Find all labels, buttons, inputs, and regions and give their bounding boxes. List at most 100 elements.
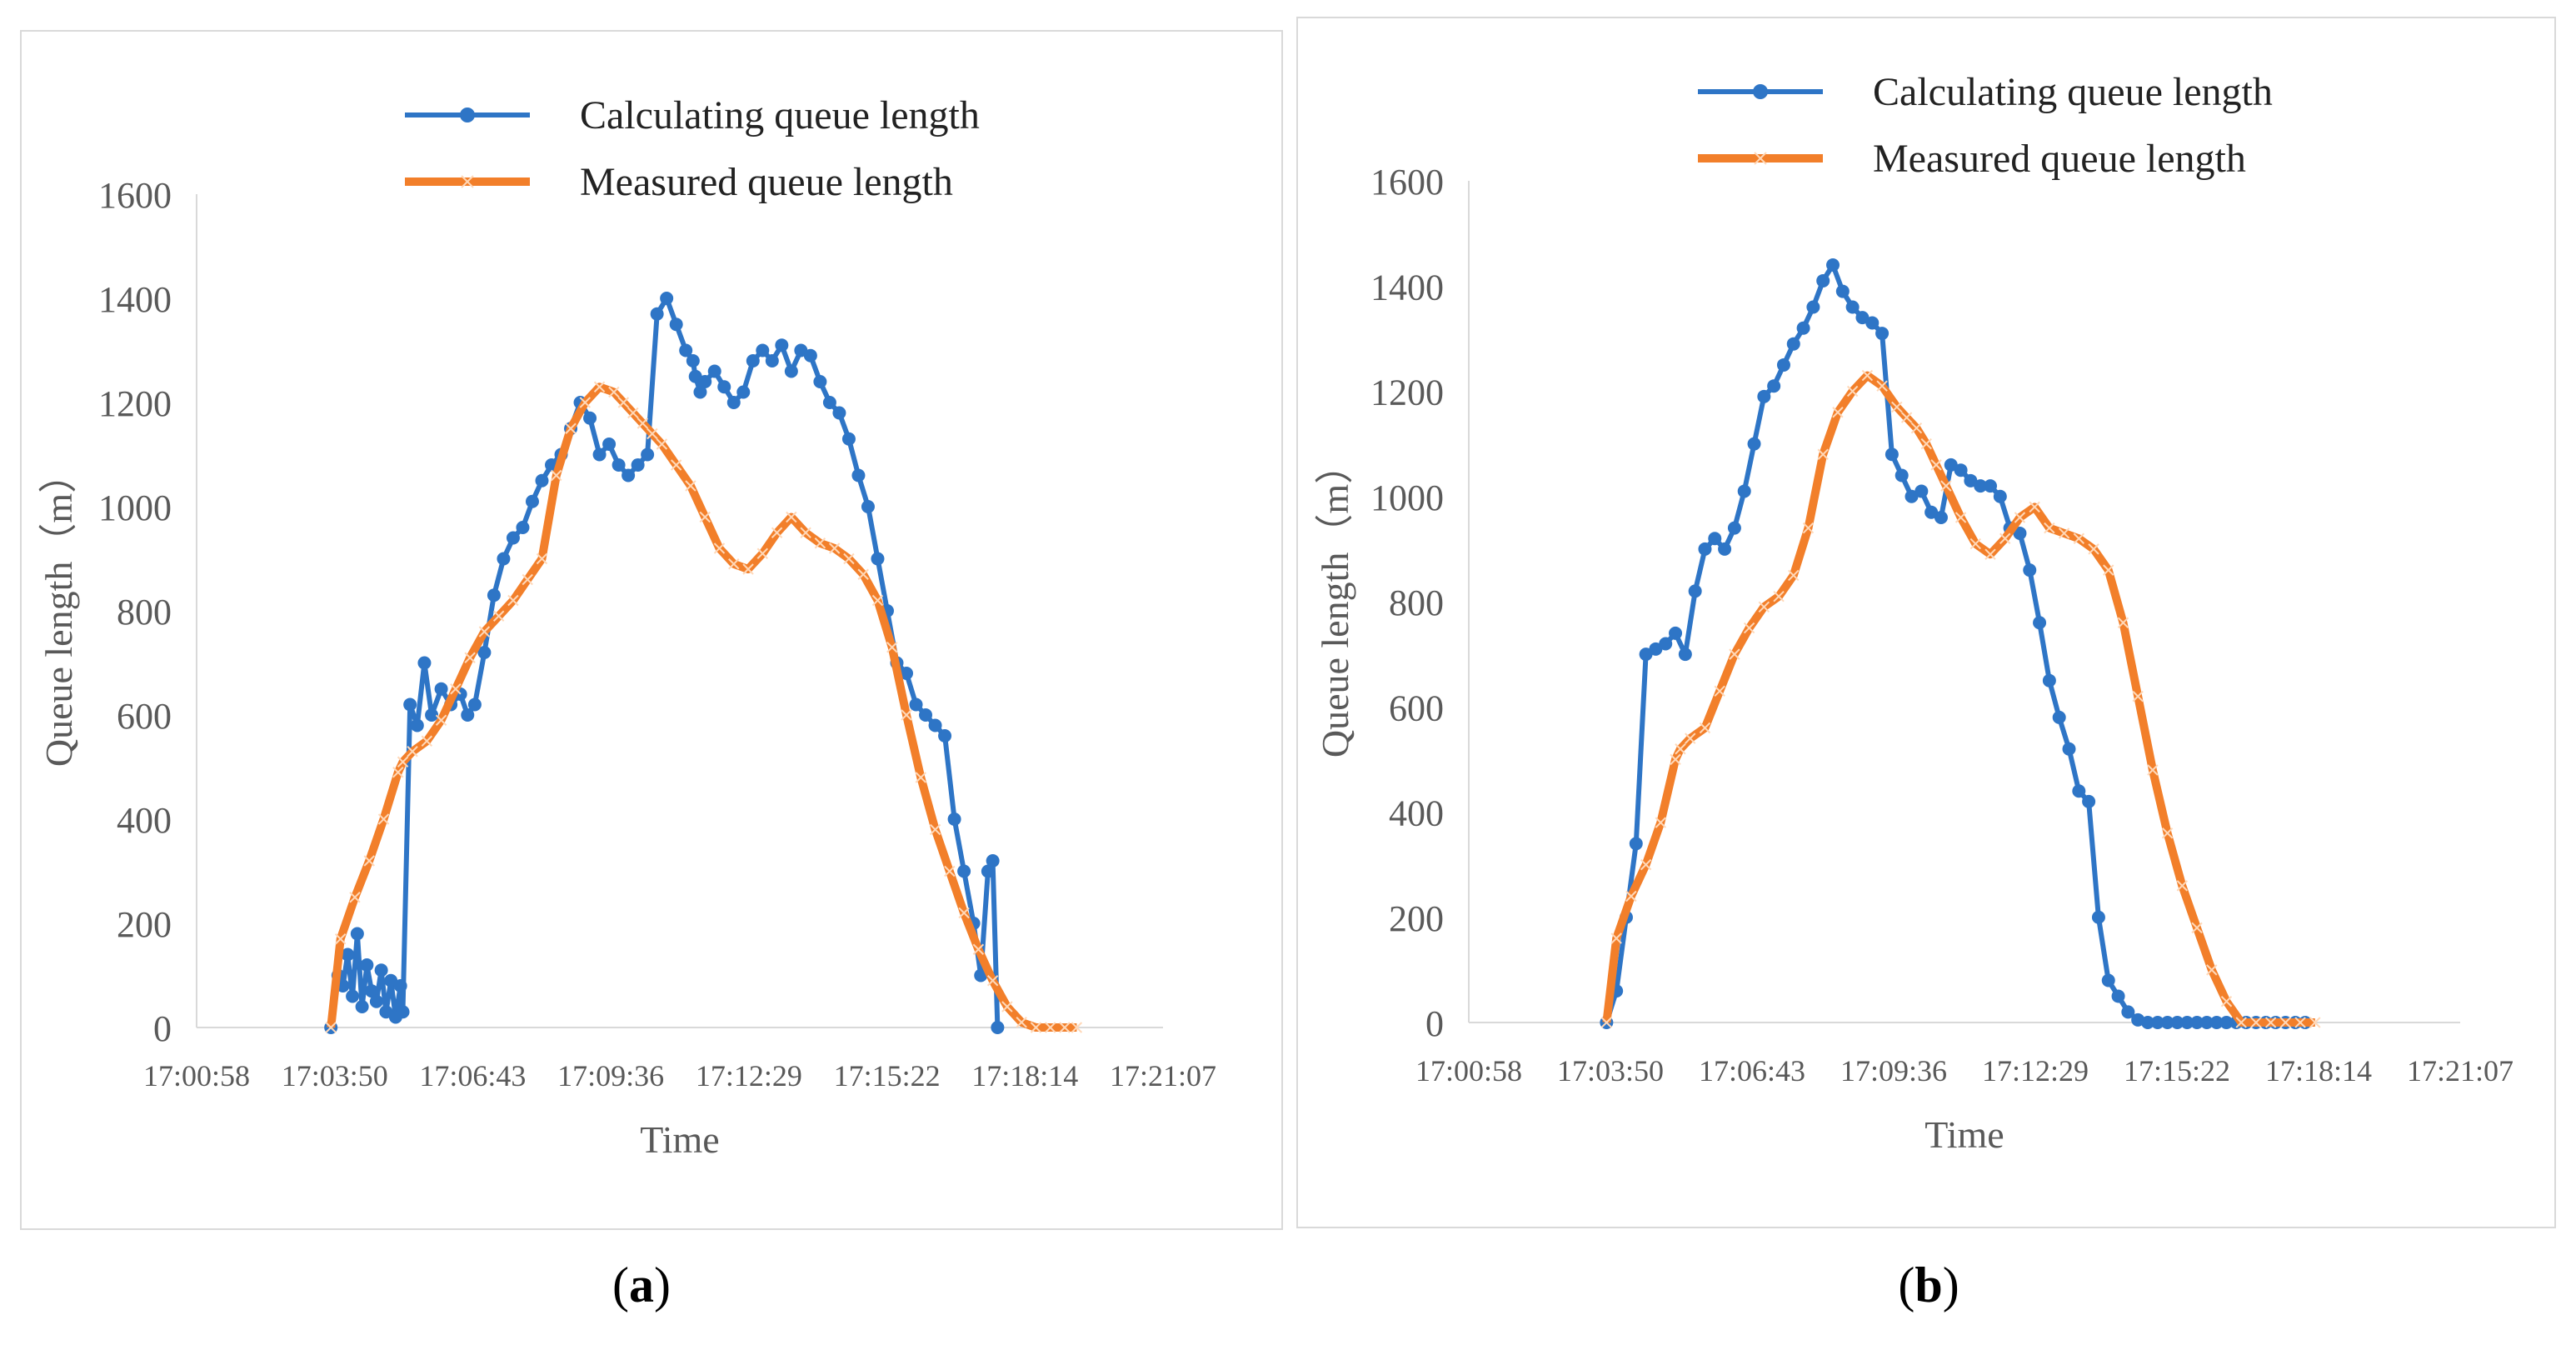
legend-label: Measured queue length: [580, 160, 953, 204]
data-point: [972, 943, 985, 955]
data-point: [350, 927, 364, 941]
y-tick-label: 600: [117, 696, 172, 737]
data-point: [986, 975, 999, 987]
data-point: [1895, 468, 1909, 482]
data-point: [397, 756, 409, 768]
data-point: [492, 610, 505, 622]
data-point: [478, 626, 491, 638]
data-point: [421, 735, 433, 747]
data-point: [1846, 385, 1859, 398]
data-point: [656, 438, 668, 450]
data-point: [1835, 284, 1850, 298]
data-point: [2220, 996, 2233, 1008]
y-tick-label: 800: [117, 592, 172, 632]
data-point: [334, 933, 347, 945]
data-point: [938, 729, 952, 742]
data-point: [464, 652, 476, 663]
data-point: [1796, 321, 1810, 335]
data-point: [392, 767, 404, 778]
data-point: [1071, 1022, 1083, 1033]
data-point: [843, 552, 855, 565]
data-point: [622, 468, 636, 482]
data-point: [1910, 422, 1923, 434]
data-point: [900, 667, 914, 680]
data-point: [685, 480, 696, 492]
x-tick-label: 17:15:22: [2124, 1054, 2230, 1088]
data-point: [1030, 1022, 1042, 1033]
data-point: [2082, 794, 2096, 808]
data-point: [1675, 743, 1686, 755]
data-point: [800, 527, 811, 538]
x-tick-label: 17:18:14: [2265, 1054, 2372, 1088]
series-calculating: [324, 292, 1005, 1034]
legend-label: Measured queue length: [1873, 137, 2246, 181]
data-point: [1969, 538, 1981, 550]
data-point: [1984, 548, 1996, 560]
data-point: [407, 746, 418, 758]
series-line: [1604, 262, 2305, 1025]
data-point: [2058, 528, 2070, 539]
chart-a: 0 200 400 600 800 1000 1200 1400 1600 17:00:58 17:…: [37, 93, 1216, 1161]
data-point: [1727, 521, 1741, 535]
data-point: [461, 708, 475, 722]
y-tick-label: 1000: [1370, 478, 1444, 518]
data-point: [1714, 685, 1725, 698]
data-point: [822, 396, 836, 409]
chart-b: 0 200 400 600 800 1000 1200 1400 1600 17:00:58 17:…: [1314, 70, 2514, 1156]
data-point: [627, 407, 639, 419]
data-point: [670, 459, 682, 471]
data-point: [919, 708, 933, 722]
data-point: [396, 1005, 410, 1019]
data-point: [693, 385, 707, 399]
data-point: [1817, 448, 1829, 460]
data-point: [814, 538, 826, 549]
data-point: [410, 718, 424, 732]
data-point: [450, 683, 462, 695]
data-point: [813, 375, 827, 388]
data-point: [871, 552, 885, 566]
data-point: [707, 364, 721, 378]
data-point: [915, 772, 926, 783]
data-point: [929, 823, 941, 836]
y-tick-label: 200: [117, 904, 172, 945]
data-point: [1045, 1022, 1056, 1033]
data-point: [1865, 316, 1880, 330]
data-point: [2044, 522, 2055, 534]
y-tick-label: 0: [153, 1008, 172, 1049]
data-point: [1806, 300, 1820, 314]
data-point: [726, 396, 741, 409]
data-point: [579, 397, 592, 408]
data-point: [551, 469, 562, 482]
data-point: [1816, 273, 1830, 288]
chart-panel-b: 0 200 400 600 800 1000 1200 1400 1600 17:00:58 17:…: [1296, 17, 2556, 1228]
data-point: [1600, 1017, 1613, 1028]
data-point: [646, 428, 658, 440]
data-point: [851, 468, 866, 482]
data-point: [522, 573, 533, 586]
data-point: [1944, 458, 1958, 472]
legend-marker: [460, 108, 475, 122]
data-point: [1698, 542, 1712, 556]
x-tick-label: 17:06:43: [419, 1059, 526, 1092]
data-point: [1993, 489, 2007, 503]
data-point: [771, 527, 783, 538]
x-tick-label: 17:09:36: [1840, 1054, 1947, 1088]
data-point: [325, 1022, 337, 1033]
x-tick-label: 17:21:07: [2407, 1054, 2514, 1088]
data-point: [2219, 1016, 2234, 1029]
data-point: [637, 418, 649, 429]
x-axis-label: Time: [1925, 1113, 2004, 1156]
data-point: [2014, 512, 2026, 523]
caption-b: (b): [1898, 1258, 1959, 1312]
data-point: [1802, 522, 1815, 534]
chart-panel-a: 0 200 400 600 800 1000 1200 1400 1600 17:00:58 17:…: [20, 30, 1283, 1230]
data-point: [369, 994, 383, 1008]
y-axis-label: Queue length（m）: [37, 455, 80, 767]
data-point: [1001, 1001, 1013, 1012]
data-point: [363, 855, 375, 867]
x-tick-label: 17:12:29: [696, 1059, 802, 1092]
data-point: [832, 406, 846, 420]
y-tick-label: 200: [1389, 898, 1444, 939]
data-point: [2309, 1017, 2321, 1028]
data-point: [403, 698, 417, 712]
